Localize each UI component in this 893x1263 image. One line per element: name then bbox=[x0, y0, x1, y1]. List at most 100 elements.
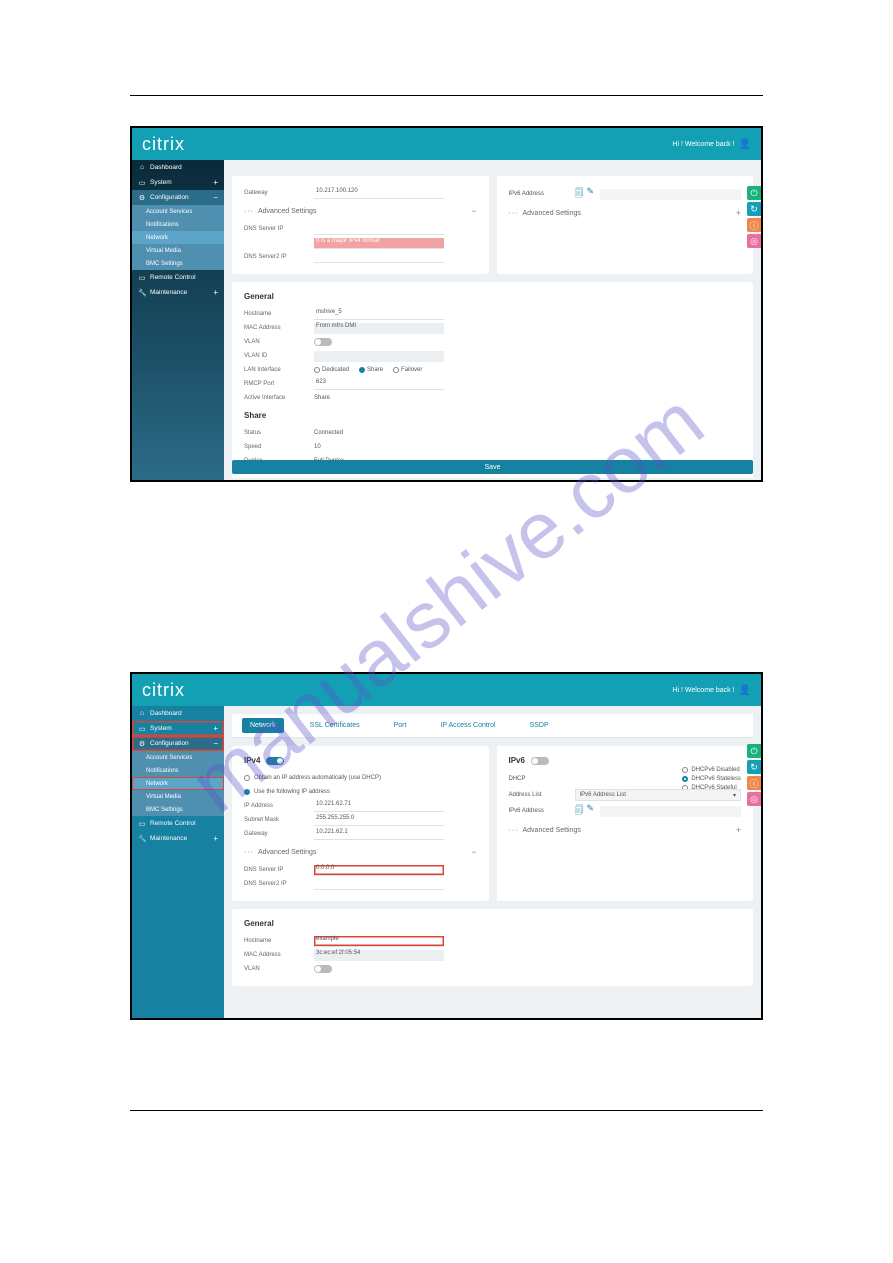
nav-bmc-settings[interactable]: BMC Settings bbox=[132, 257, 224, 270]
refresh-icon[interactable]: ↻ bbox=[747, 202, 761, 216]
vlan-toggle[interactable] bbox=[314, 338, 332, 346]
nav-dashboard[interactable]: ⌂Dashboard bbox=[132, 160, 224, 175]
dns-error: It is a major IPv4 format bbox=[314, 238, 444, 249]
radio-share[interactable]: Share bbox=[359, 367, 383, 373]
ipv6-advanced-toggle[interactable]: ···Advanced Settings+ bbox=[509, 825, 742, 835]
nav-account-services[interactable]: Account Services bbox=[132, 205, 224, 218]
ipv4-advanced-toggle[interactable]: ···Advanced Settings− bbox=[244, 206, 477, 216]
vlanid-input[interactable] bbox=[314, 351, 444, 362]
dns2-label: DNS Server2 IP bbox=[244, 881, 314, 887]
power-icon[interactable]: ⏻ bbox=[747, 744, 761, 758]
nav-configuration[interactable]: ⚙Configuration− bbox=[132, 736, 224, 751]
nav-system[interactable]: ▭ System + bbox=[132, 175, 224, 190]
sidebar: ⌂Dashboard ▭System+ ⚙Configuration− Acco… bbox=[132, 160, 224, 480]
edit-icon[interactable]: ✎ bbox=[587, 186, 595, 202]
help-icon[interactable]: ◎ bbox=[747, 234, 761, 248]
nav-notifications[interactable]: Notifications bbox=[132, 218, 224, 231]
nav-maintenance[interactable]: 🔧Maintenance+ bbox=[132, 831, 224, 846]
nav-network[interactable]: Network bbox=[132, 777, 224, 790]
nav-dashboard[interactable]: ⌂Dashboard bbox=[132, 706, 224, 721]
active-label: Active Interface bbox=[244, 395, 314, 401]
dhcp-label: DHCP bbox=[509, 776, 569, 782]
info-icon[interactable]: ⓘ bbox=[747, 776, 761, 790]
radio-dhcp-stateless[interactable]: DHCPv6 Stateless bbox=[682, 776, 741, 782]
expand-icon[interactable]: + bbox=[213, 178, 218, 187]
main-area: Gateway10.217.100.120 ···Advanced Settin… bbox=[224, 160, 761, 480]
ip-input[interactable]: 10.221.62.71 bbox=[314, 801, 444, 812]
nav-label: Configuration bbox=[150, 194, 189, 201]
dns1-input[interactable] bbox=[314, 224, 444, 235]
nav-notifications[interactable]: Notifications bbox=[132, 764, 224, 777]
copy-icon[interactable]: 🗐 bbox=[575, 186, 584, 202]
nav-remote-control[interactable]: ▭Remote Control bbox=[132, 816, 224, 831]
help-icon[interactable]: ◎ bbox=[747, 792, 761, 806]
nav-remote-control[interactable]: ▭Remote Control bbox=[132, 270, 224, 285]
expand-icon[interactable]: + bbox=[213, 834, 218, 843]
ipv4-toggle[interactable] bbox=[266, 757, 284, 765]
collapse-icon[interactable]: − bbox=[471, 847, 476, 857]
ipv6-addr-input[interactable] bbox=[600, 806, 741, 817]
dns1-input[interactable]: 0.0.0.0 bbox=[314, 865, 444, 876]
ipv6-addr-input[interactable] bbox=[600, 189, 741, 200]
lan-radio-group: Dedicated Share Failover bbox=[314, 367, 741, 373]
radio-failover[interactable]: Failover bbox=[393, 367, 422, 373]
dns2-input[interactable] bbox=[314, 879, 444, 890]
save-button[interactable]: Save bbox=[232, 460, 753, 474]
tab-ipaccess[interactable]: IP Access Control bbox=[432, 718, 503, 733]
expand-icon[interactable]: + bbox=[213, 288, 218, 297]
ipv6-advanced-toggle[interactable]: ···Advanced Settings+ bbox=[509, 208, 742, 218]
expand-icon[interactable]: + bbox=[213, 724, 218, 733]
nav-account-services[interactable]: Account Services bbox=[132, 751, 224, 764]
info-icon[interactable]: ⓘ bbox=[747, 218, 761, 232]
mac-value: 3c:ec:ef:2f:05:54 bbox=[314, 950, 444, 961]
edit-icon[interactable]: ✎ bbox=[587, 803, 595, 819]
ipv6-addr-label: IPv6 Address bbox=[509, 191, 569, 197]
nav-label: System bbox=[150, 179, 172, 186]
expand-icon[interactable]: + bbox=[736, 208, 741, 218]
collapse-icon[interactable]: − bbox=[213, 193, 218, 202]
tab-ssdp[interactable]: SSDP bbox=[522, 718, 557, 733]
chevron-down-icon: ▾ bbox=[733, 792, 736, 799]
user-icon[interactable]: 👤 bbox=[739, 139, 751, 150]
copy-icon[interactable]: 🗐 bbox=[575, 803, 584, 819]
nav-configuration[interactable]: ⚙Configuration− bbox=[132, 190, 224, 205]
mask-input[interactable]: 255.255.255.0 bbox=[314, 815, 444, 826]
refresh-icon[interactable]: ↻ bbox=[747, 760, 761, 774]
general-title: General bbox=[244, 919, 741, 928]
radio-static[interactable]: Use the following IP address bbox=[244, 785, 477, 799]
nav-system[interactable]: ▭System+ bbox=[132, 721, 224, 736]
expand-icon[interactable]: + bbox=[736, 825, 741, 835]
radio-dhcp-disabled[interactable]: DHCPv6 Disabled bbox=[682, 767, 741, 773]
collapse-icon[interactable]: − bbox=[213, 739, 218, 748]
rmcp-input[interactable]: 623 bbox=[314, 379, 444, 390]
vlan-toggle[interactable] bbox=[314, 965, 332, 973]
ipv6-toggle[interactable] bbox=[531, 757, 549, 765]
nav-maintenance[interactable]: 🔧Maintenance+ bbox=[132, 285, 224, 300]
gateway-value[interactable]: 10.217.100.120 bbox=[314, 188, 444, 199]
nav-virtual-media[interactable]: Virtual Media bbox=[132, 790, 224, 803]
nav-label: Remote Control bbox=[150, 820, 196, 827]
tab-network[interactable]: Network bbox=[242, 718, 284, 733]
power-icon[interactable]: ⏻ bbox=[747, 186, 761, 200]
hostname-input[interactable]: example bbox=[314, 936, 444, 947]
rmcp-label: RMCP Port bbox=[244, 381, 314, 387]
nav-virtual-media[interactable]: Virtual Media bbox=[132, 244, 224, 257]
user-icon[interactable]: 👤 bbox=[739, 685, 751, 696]
addrlist-label: Address List bbox=[509, 792, 569, 798]
collapse-icon[interactable]: − bbox=[471, 206, 476, 216]
radio-auto[interactable]: Obtain an IP address automatically (use … bbox=[244, 771, 477, 785]
ipv4-advanced-toggle[interactable]: ···Advanced Settings− bbox=[244, 847, 477, 857]
nav-label: Configuration bbox=[150, 740, 189, 747]
radio-dedicated[interactable]: Dedicated bbox=[314, 367, 349, 373]
hostname-input[interactable]: mshive_5 bbox=[314, 309, 444, 320]
vlanid-label: VLAN ID bbox=[244, 353, 314, 359]
tab-port[interactable]: Port bbox=[386, 718, 415, 733]
tab-ssl[interactable]: SSL Certificates bbox=[302, 718, 368, 733]
dashboard-icon: ⌂ bbox=[138, 164, 146, 171]
dns2-input[interactable] bbox=[314, 252, 444, 263]
nav-network[interactable]: Network bbox=[132, 231, 224, 244]
gw-input[interactable]: 10.221.62.1 bbox=[314, 829, 444, 840]
system-icon: ▭ bbox=[138, 179, 146, 187]
nav-bmc-settings[interactable]: BMC Settings bbox=[132, 803, 224, 816]
addrlist-select[interactable]: IPv6 Address List▾ bbox=[575, 789, 742, 801]
